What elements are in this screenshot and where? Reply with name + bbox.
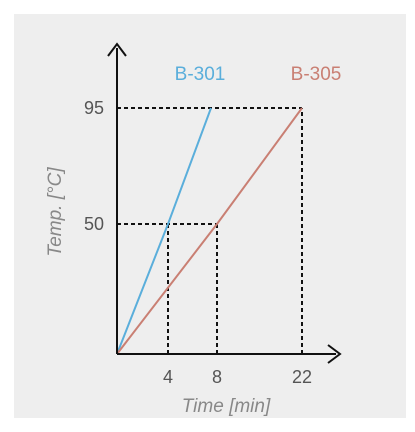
series-line-B-301 — [116, 107, 212, 355]
x-tick-label: 4 — [163, 367, 173, 387]
series-label-B-301: B-301 — [175, 64, 226, 85]
x-axis-arrow — [327, 344, 342, 364]
x-tick-label: 22 — [292, 367, 312, 387]
series-line-B-305 — [116, 107, 303, 355]
x-axis-label: Time [min] — [182, 396, 271, 417]
y-tick-label: 95 — [84, 98, 104, 118]
series-label-B-305: B-305 — [291, 64, 342, 85]
x-tick-label: 8 — [212, 367, 222, 387]
y-axis-arrow — [107, 42, 127, 57]
y-axis-label: Temp. [°C] — [45, 167, 66, 257]
y-tick-label: 50 — [84, 214, 104, 234]
chart-background — [14, 14, 406, 418]
